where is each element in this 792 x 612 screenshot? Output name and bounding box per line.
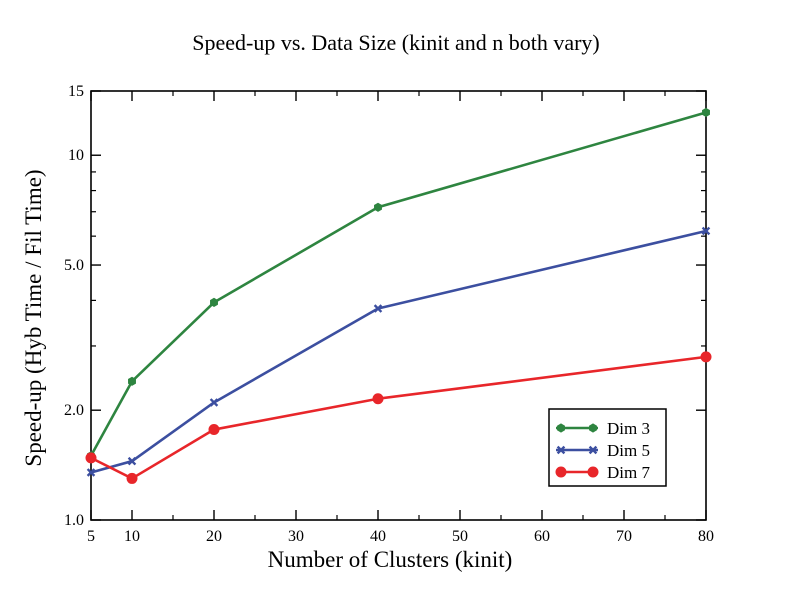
y-tick-label: 1.0 <box>64 512 84 529</box>
series-dim-3 <box>87 107 710 461</box>
x-marker-stroke <box>556 445 566 455</box>
x-tick-label: 70 <box>616 528 632 545</box>
hexagon-marker <box>557 423 565 433</box>
x-tick-label: 40 <box>370 528 386 545</box>
circle-marker <box>555 466 567 478</box>
data-series <box>85 107 712 484</box>
x-tick-label: 30 <box>288 528 304 545</box>
x-tick-label: 50 <box>452 528 468 545</box>
x-marker-stroke <box>373 304 383 313</box>
hexagon-marker <box>128 376 136 386</box>
x-marker-stroke <box>701 226 711 236</box>
axis-ticks: 5 10 20 30 40 50 60 70 80 1.0 2.0 5.0 10 15 <box>64 83 714 545</box>
x-tick-label: 10 <box>124 528 140 545</box>
legend-label: Dim 5 <box>607 441 650 460</box>
hexagon-marker <box>374 202 382 212</box>
series-line <box>89 111 707 457</box>
y-axis-label: Speed-up (Hyb Time / Fil Time) <box>21 169 46 466</box>
legend-entry: Dim 7 <box>555 463 650 482</box>
x-axis-label: Number of Clusters (kinit) <box>268 547 513 572</box>
circle-marker <box>372 393 384 405</box>
y-tick-label: 15 <box>68 83 84 100</box>
plot-border <box>90 90 707 521</box>
x-tick-label: 60 <box>534 528 550 545</box>
chart-title: Speed-up vs. Data Size (kinit and n both… <box>192 30 600 55</box>
circle-marker <box>700 351 712 363</box>
x-marker-stroke <box>588 445 598 455</box>
x-tick-label: 80 <box>698 528 714 545</box>
series-dim-7 <box>85 351 712 484</box>
circle-marker <box>126 472 138 484</box>
plot-area <box>90 90 707 521</box>
legend: Dim 3 Dim 5 Dim 7 <box>548 408 667 487</box>
x-marker-stroke <box>209 398 219 407</box>
legend-entry: Dim 5 <box>556 441 650 460</box>
series-dim-5 <box>86 226 711 477</box>
legend-label: Dim 7 <box>607 463 650 482</box>
x-marker-stroke <box>127 456 137 466</box>
legend-entry: Dim 3 <box>556 419 650 438</box>
hexagon-marker <box>210 297 218 307</box>
hexagon-marker <box>589 423 597 433</box>
y-tick-label: 5.0 <box>64 257 84 274</box>
x-tick-label: 20 <box>206 528 222 545</box>
circle-marker <box>85 452 97 464</box>
legend-label: Dim 3 <box>607 419 650 438</box>
y-tick-label: 2.0 <box>64 402 84 419</box>
y-tick-label: 10 <box>68 147 84 164</box>
x-tick-label: 5 <box>87 528 95 545</box>
circle-marker <box>587 466 599 478</box>
hexagon-marker <box>702 107 710 118</box>
circle-marker <box>208 424 220 436</box>
x-marker-stroke <box>86 468 96 477</box>
